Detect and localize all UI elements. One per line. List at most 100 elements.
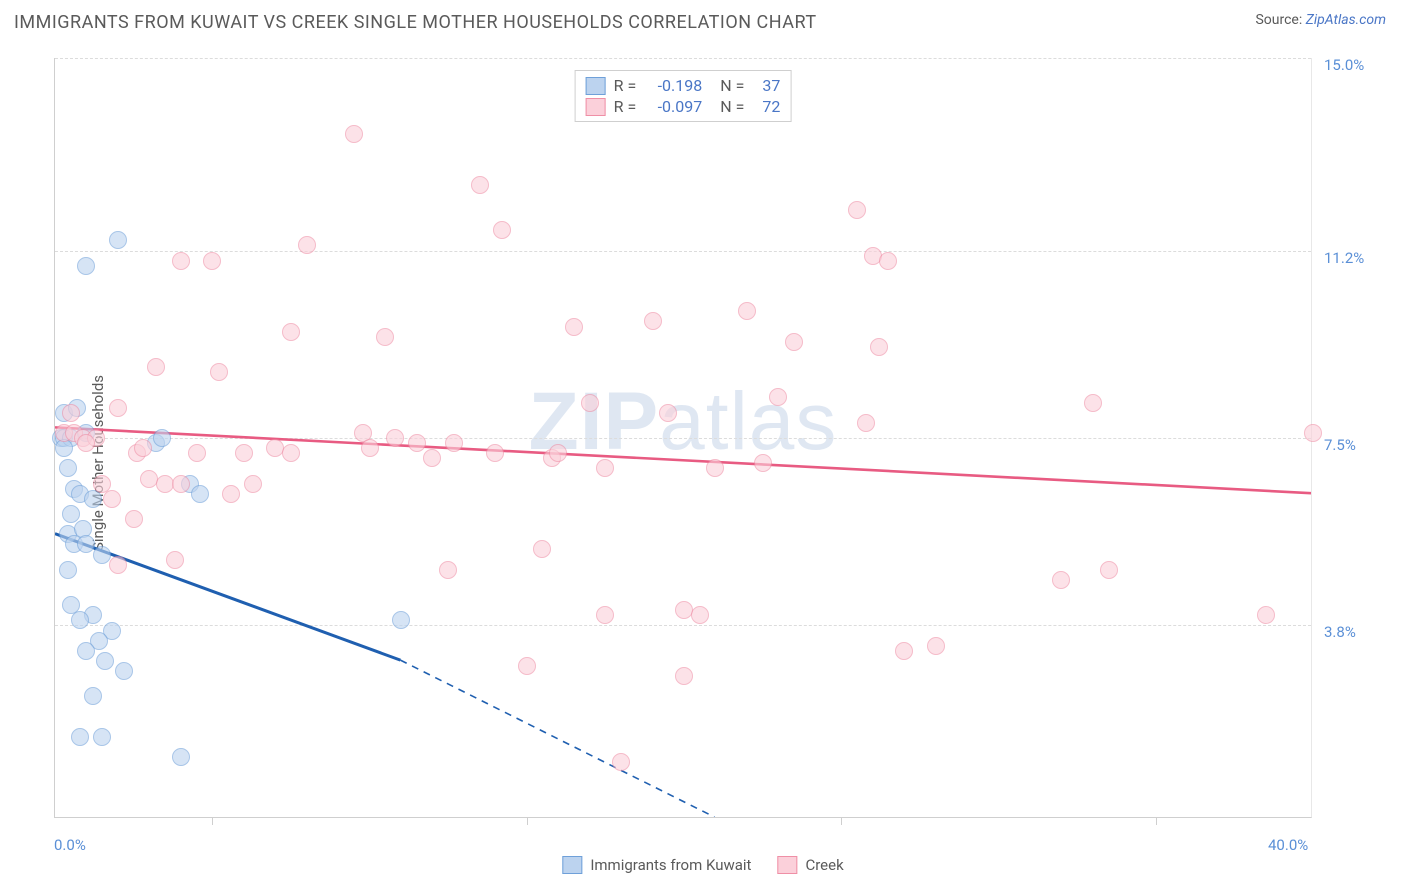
creek-point bbox=[754, 454, 772, 472]
kuwait-point bbox=[71, 611, 89, 629]
creek-point bbox=[848, 201, 866, 219]
source-attribution: Source: ZipAtlas.com bbox=[1255, 12, 1386, 28]
creek-r-value: -0.097 bbox=[644, 97, 702, 116]
creek-point bbox=[691, 606, 709, 624]
kuwait-swatch bbox=[586, 77, 606, 95]
creek-point bbox=[386, 429, 404, 447]
creek-point bbox=[879, 252, 897, 270]
r-label: R = bbox=[614, 76, 637, 95]
kuwait-point bbox=[115, 662, 133, 680]
creek-point bbox=[895, 642, 913, 660]
creek-point bbox=[596, 459, 614, 477]
creek-point bbox=[533, 540, 551, 558]
creek-point bbox=[445, 434, 463, 452]
creek-point bbox=[857, 414, 875, 432]
kuwait-point bbox=[172, 748, 190, 766]
correlation-legend: R = -0.198 N = 37 R = -0.097 N = 72 bbox=[575, 70, 792, 122]
creek-point bbox=[134, 439, 152, 457]
gridline bbox=[55, 251, 1311, 252]
stat-legend-row-creek: R = -0.097 N = 72 bbox=[586, 96, 781, 117]
watermark: ZIPatlas bbox=[529, 375, 838, 469]
kuwait-trendline-extrapolated bbox=[400, 660, 714, 817]
creek-point bbox=[109, 399, 127, 417]
kuwait-point bbox=[392, 611, 410, 629]
creek-n-value: 72 bbox=[752, 97, 780, 116]
kuwait-point bbox=[191, 485, 209, 503]
plot-area: ZIPatlas R = -0.198 N = 37 R = -0.097 N = 72 bbox=[54, 58, 1312, 818]
creek-point bbox=[282, 444, 300, 462]
kuwait-point bbox=[109, 231, 127, 249]
creek-point bbox=[147, 358, 165, 376]
creek-point bbox=[282, 323, 300, 341]
series-legend: Immigrants from Kuwait Creek bbox=[562, 856, 843, 874]
y-tick-label: 3.8% bbox=[1324, 623, 1356, 641]
creek-point bbox=[549, 444, 567, 462]
creek-point bbox=[222, 485, 240, 503]
kuwait-point bbox=[153, 429, 171, 447]
creek-point bbox=[471, 176, 489, 194]
creek-point bbox=[203, 252, 221, 270]
legend-item-creek: Creek bbox=[777, 856, 843, 874]
kuwait-point bbox=[59, 459, 77, 477]
creek-point bbox=[675, 667, 693, 685]
creek-point bbox=[62, 404, 80, 422]
creek-point bbox=[659, 404, 677, 422]
creek-point bbox=[408, 434, 426, 452]
kuwait-point bbox=[62, 505, 80, 523]
creek-point bbox=[361, 439, 379, 457]
creek-point bbox=[439, 561, 457, 579]
creek-legend-swatch bbox=[777, 856, 797, 874]
kuwait-point bbox=[77, 642, 95, 660]
stat-legend-row-kuwait: R = -0.198 N = 37 bbox=[586, 75, 781, 96]
creek-point bbox=[1100, 561, 1118, 579]
creek-point bbox=[785, 333, 803, 351]
gridline bbox=[55, 625, 1311, 626]
creek-point bbox=[565, 318, 583, 336]
creek-point bbox=[596, 606, 614, 624]
creek-point bbox=[769, 388, 787, 406]
creek-point bbox=[125, 510, 143, 528]
n-label: N = bbox=[720, 76, 744, 95]
x-tick bbox=[527, 817, 528, 825]
creek-point bbox=[1084, 394, 1102, 412]
kuwait-point bbox=[71, 728, 89, 746]
creek-point bbox=[109, 556, 127, 574]
legend-item-kuwait: Immigrants from Kuwait bbox=[562, 856, 751, 874]
r-label: R = bbox=[614, 97, 637, 116]
creek-point bbox=[172, 252, 190, 270]
kuwait-legend-label: Immigrants from Kuwait bbox=[590, 856, 751, 874]
creek-point bbox=[870, 338, 888, 356]
watermark-brand-light: atlas bbox=[659, 376, 837, 467]
y-tick-label: 7.5% bbox=[1324, 436, 1356, 454]
creek-point bbox=[1257, 606, 1275, 624]
creek-point bbox=[738, 302, 756, 320]
x-tick bbox=[212, 817, 213, 825]
kuwait-point bbox=[93, 728, 111, 746]
gridline bbox=[55, 58, 1311, 59]
kuwait-point bbox=[96, 652, 114, 670]
x-axis-max-label: 40.0% bbox=[1268, 836, 1308, 854]
n-label: N = bbox=[720, 97, 744, 116]
source-link[interactable]: ZipAtlas.com bbox=[1306, 12, 1386, 28]
creek-point bbox=[644, 312, 662, 330]
creek-swatch bbox=[586, 98, 606, 116]
y-tick-label: 15.0% bbox=[1324, 56, 1364, 74]
creek-point bbox=[244, 475, 262, 493]
kuwait-r-value: -0.198 bbox=[644, 76, 702, 95]
creek-point bbox=[77, 434, 95, 452]
kuwait-point bbox=[59, 561, 77, 579]
creek-point bbox=[518, 657, 536, 675]
kuwait-point bbox=[84, 490, 102, 508]
y-tick-label: 11.2% bbox=[1324, 249, 1364, 267]
creek-point bbox=[581, 394, 599, 412]
creek-point bbox=[1052, 571, 1070, 589]
kuwait-legend-swatch bbox=[562, 856, 582, 874]
gridline bbox=[55, 438, 1311, 439]
creek-point bbox=[706, 459, 724, 477]
creek-point bbox=[486, 444, 504, 462]
chart-container: Single Mother Households ZIPatlas R =-0.… bbox=[14, 48, 1392, 878]
creek-point bbox=[166, 551, 184, 569]
kuwait-n-value: 37 bbox=[752, 76, 780, 95]
creek-point bbox=[235, 444, 253, 462]
creek-point bbox=[345, 125, 363, 143]
